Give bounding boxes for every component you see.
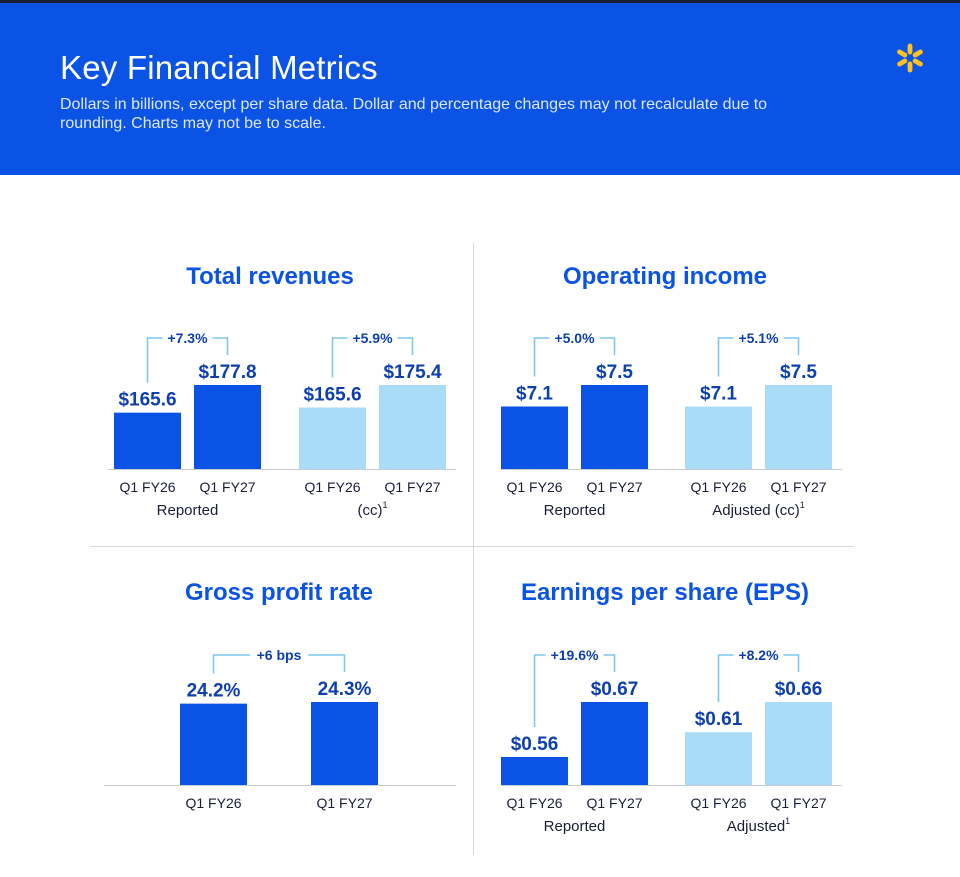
bar bbox=[114, 412, 181, 469]
change-label: +6 bps bbox=[257, 647, 302, 663]
spark-logo-petal bbox=[907, 43, 913, 55]
change-label-bg bbox=[250, 646, 308, 664]
bar bbox=[311, 702, 378, 785]
tick-label: Q1 FY27 bbox=[199, 479, 255, 495]
change-label: +19.6% bbox=[551, 647, 599, 663]
group-label: Adjusted (cc)1 bbox=[712, 500, 805, 519]
group-label: (cc)1 bbox=[357, 500, 387, 519]
bar-group: $0.56 Q1 FY26 $0.67 Q1 FY27 +19.6% Reported bbox=[501, 646, 648, 835]
spark-logo-petal bbox=[907, 61, 913, 73]
change-label: +5.1% bbox=[738, 330, 779, 346]
panel-title: Earnings per share (EPS) bbox=[521, 579, 809, 606]
bar-group: $7.1 Q1 FY26 $7.5 Q1 FY27 +5.1% Adjusted (cc)… bbox=[685, 329, 832, 519]
change-label: +5.0% bbox=[554, 330, 595, 346]
panel-title: Total revenues bbox=[186, 263, 354, 290]
data-label: $177.8 bbox=[198, 362, 256, 383]
bar bbox=[299, 407, 366, 469]
tick-label: Q1 FY26 bbox=[506, 479, 562, 495]
panel-title: Operating income bbox=[563, 263, 767, 290]
data-label: $0.67 bbox=[591, 679, 639, 700]
bar bbox=[180, 703, 247, 785]
tick-label: Q1 FY26 bbox=[690, 795, 746, 811]
bar bbox=[765, 385, 832, 469]
change-label-bg bbox=[347, 329, 398, 347]
page-subtitle: Dollars in billions, except per share da… bbox=[60, 96, 768, 132]
change-label-bg bbox=[549, 329, 600, 347]
metrics-chart: Total revenues $165.6 Q1 FY26 $177.8 Q1 FY27… bbox=[104, 263, 842, 835]
chart-panel-0: Total revenues $165.6 Q1 FY26 $177.8 Q1 FY27… bbox=[108, 263, 456, 519]
tick-label: Q1 FY26 bbox=[119, 479, 175, 495]
header-banner: Key Financial Metrics Dollars in billion… bbox=[0, 3, 960, 175]
group-label: Reported bbox=[544, 502, 606, 519]
tick-label: Q1 FY27 bbox=[770, 479, 826, 495]
data-label: $175.4 bbox=[383, 362, 442, 383]
change-label: +8.2% bbox=[738, 647, 779, 663]
bar bbox=[501, 757, 568, 785]
spark-logo-petal bbox=[897, 58, 908, 67]
horizontal-divider bbox=[90, 546, 854, 547]
bar bbox=[581, 385, 648, 469]
bar bbox=[379, 385, 446, 469]
data-label: $0.56 bbox=[511, 734, 559, 755]
spark-logo-petal bbox=[912, 58, 923, 67]
bar bbox=[765, 702, 832, 785]
bar-group: 24.2% Q1 FY26 24.3% Q1 FY27 +6 bps bbox=[180, 646, 378, 811]
data-label: 24.3% bbox=[318, 679, 372, 700]
data-label: 24.2% bbox=[187, 681, 241, 702]
bar-group: $7.1 Q1 FY26 $7.5 Q1 FY27 +5.0% Reported bbox=[501, 329, 648, 519]
change-label-bg bbox=[733, 646, 784, 664]
change-label-bg bbox=[733, 329, 784, 347]
tick-label: Q1 FY27 bbox=[384, 479, 440, 495]
chart-panel-1: Operating income $7.1 Q1 FY26 $7.5 Q1 FY27 +5… bbox=[501, 263, 842, 519]
page-title: Key Financial Metrics bbox=[60, 49, 378, 86]
panel-title: Gross profit rate bbox=[185, 579, 373, 606]
tick-label: Q1 FY26 bbox=[304, 479, 360, 495]
bar bbox=[194, 385, 261, 469]
footnote-marker: 1 bbox=[382, 500, 387, 510]
bar bbox=[685, 406, 752, 469]
tick-label: Q1 FY26 bbox=[690, 479, 746, 495]
data-label: $7.1 bbox=[516, 384, 553, 405]
change-label: +7.3% bbox=[167, 330, 208, 346]
bar-group: $0.61 Q1 FY26 $0.66 Q1 FY27 +8.2% Adjusted1 bbox=[685, 646, 832, 835]
bar-group: $165.6 Q1 FY26 $175.4 Q1 FY27 +5.9% (cc)1 bbox=[299, 329, 446, 519]
data-label: $0.66 bbox=[775, 679, 823, 700]
data-label: $165.6 bbox=[303, 385, 361, 406]
change-label-bg bbox=[162, 329, 213, 347]
data-label: $0.61 bbox=[695, 709, 743, 730]
spark-logo-petal bbox=[897, 49, 908, 58]
bar-group: $165.6 Q1 FY26 $177.8 Q1 FY27 +7.3% Reported bbox=[114, 329, 261, 519]
bar bbox=[501, 406, 568, 469]
bar bbox=[581, 702, 648, 785]
tick-label: Q1 FY27 bbox=[586, 479, 642, 495]
change-label-bg bbox=[545, 646, 604, 664]
footnote-marker: 1 bbox=[800, 500, 805, 510]
top-border bbox=[0, 0, 960, 3]
tick-label: Q1 FY27 bbox=[586, 795, 642, 811]
vertical-divider bbox=[473, 243, 474, 855]
data-label: $7.1 bbox=[700, 384, 737, 405]
tick-label: Q1 FY26 bbox=[506, 795, 562, 811]
spark-logo-icon bbox=[897, 43, 923, 73]
group-label: Reported bbox=[157, 502, 219, 519]
data-label: $165.6 bbox=[118, 390, 176, 411]
chart-panel-2: Gross profit rate 24.2% Q1 FY26 24.3% Q1 FY2… bbox=[104, 579, 456, 811]
tick-label: Q1 FY27 bbox=[770, 795, 826, 811]
bar bbox=[685, 732, 752, 785]
spark-logo-petal bbox=[912, 49, 923, 58]
data-label: $7.5 bbox=[780, 362, 817, 383]
footnote-marker: 1 bbox=[785, 816, 790, 826]
tick-label: Q1 FY27 bbox=[316, 795, 372, 811]
group-label: Adjusted1 bbox=[727, 816, 790, 835]
group-label: Reported bbox=[544, 818, 606, 835]
data-label: $7.5 bbox=[596, 362, 633, 383]
tick-label: Q1 FY26 bbox=[185, 795, 241, 811]
change-label: +5.9% bbox=[352, 330, 393, 346]
